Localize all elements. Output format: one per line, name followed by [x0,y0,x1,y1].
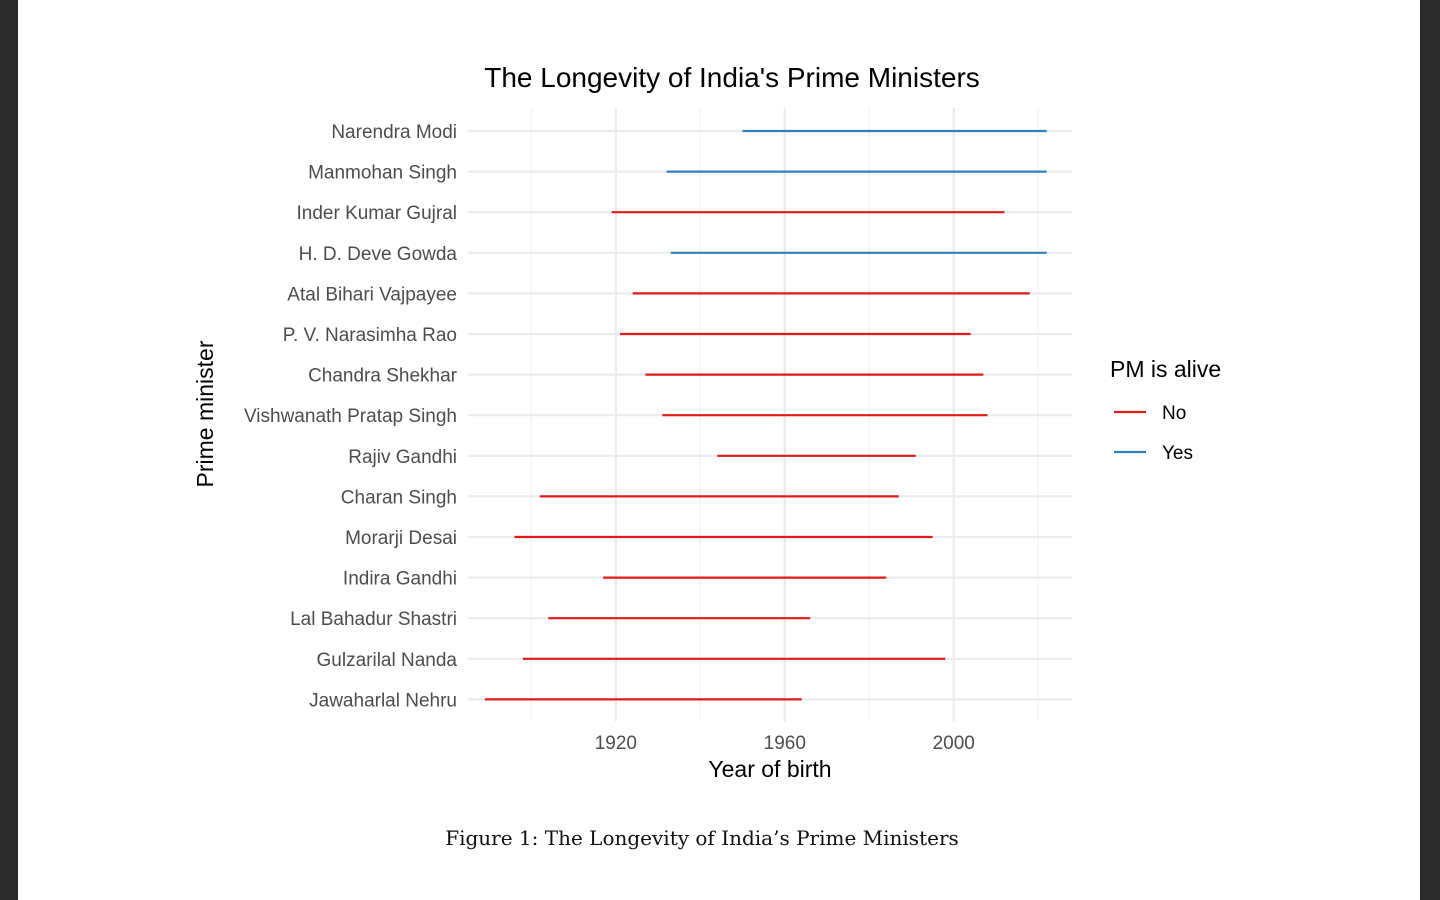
y-tick-label: Gulzarilal Nanda [317,650,458,671]
y-tick-label: Vishwanath Pratap Singh [244,406,457,427]
lifespan-bars [484,129,1047,701]
y-tick-label: Indira Gandhi [343,569,457,590]
x-tick-label: 1960 [764,733,806,754]
figure-caption: Figure 1: The Longevity of India’s Prime… [445,826,959,850]
y-tick-label: Jawaharlal Nehru [309,690,457,711]
y-tick-label: P. V. Narasimha Rao [283,325,457,346]
legend-title: PM is alive [1110,356,1221,382]
x-axis-label: Year of birth [708,756,831,782]
y-tick-label: Lal Bahadur Shastri [290,609,457,630]
x-tick-label: 2000 [933,733,975,754]
y-tick-label: Atal Bihari Vajpayee [287,284,457,305]
x-tick-labels: 1920 1960 2000 [595,733,975,754]
chart-title: The Longevity of India's Prime Ministers [484,62,980,93]
y-tick-labels: Narendra Modi Manmohan Singh Inder Kumar G… [244,122,458,711]
y-tick-label: Charan Singh [341,487,457,508]
document-page [18,0,1420,900]
y-axis-label: Prime minister [192,340,218,487]
legend-label-yes: Yes [1162,443,1193,464]
y-tick-label: Morarji Desai [345,528,457,549]
y-tick-label: Inder Kumar Gujral [296,203,457,224]
y-tick-label: H. D. Deve Gowda [299,244,458,265]
y-tick-label: Rajiv Gandhi [348,447,457,468]
y-tick-label: Manmohan Singh [308,163,457,184]
y-tick-label: Chandra Shekhar [308,366,458,387]
figure-caption-container: Figure 1: The Longevity of India’s Prime… [0,826,1440,850]
y-tick-label: Narendra Modi [331,122,457,143]
legend-label-no: No [1162,403,1186,424]
x-tick-label: 1920 [595,733,637,754]
legend: PM is alive No Yes [1110,356,1221,464]
